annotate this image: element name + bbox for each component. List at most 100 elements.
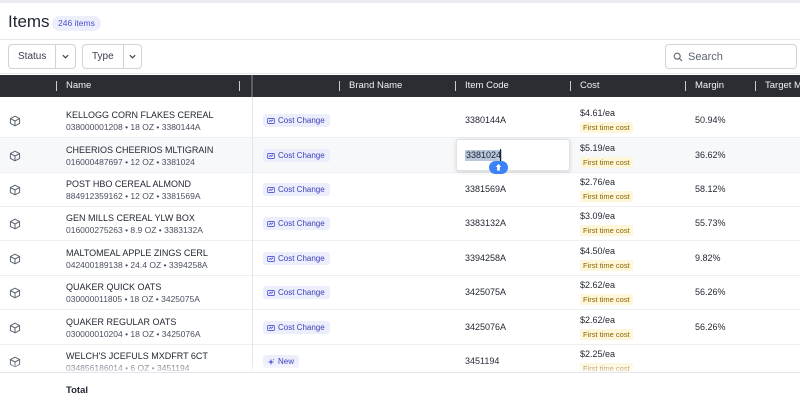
search-box[interactable] (665, 44, 797, 69)
margin-value: 9.82% (695, 253, 721, 263)
margin-value: 36.62% (695, 150, 726, 160)
column-separator[interactable] (239, 81, 240, 91)
item-code[interactable]: 3394258A (465, 253, 507, 263)
item-code[interactable]: 3381569A (465, 184, 507, 194)
pinned-columns-divider (252, 97, 253, 409)
table-row[interactable]: GEN MILLS CEREAL YLW BOX 016000275263 • 8… (0, 206, 800, 241)
cost-value: $5.19/ea (580, 143, 616, 153)
total-label: Total (66, 385, 88, 396)
first-time-cost-badge: First time cost (580, 191, 633, 202)
product-name: POST HBO CEREAL ALMOND (66, 179, 192, 189)
cost-change-tag: Cost Change (263, 114, 330, 127)
first-time-cost-badge: First time cost (580, 122, 633, 133)
drag-handle[interactable] (489, 161, 508, 174)
selected-text[interactable]: 3381024 (465, 150, 503, 161)
toolbar-divider (0, 73, 800, 74)
table-row[interactable]: POST HBO CEREAL ALMOND 884912359162 • 12 … (0, 172, 800, 207)
cost-value: $2.25/ea (580, 349, 616, 359)
product-meta: 038000001208 • 18 OZ • 3380144A (66, 122, 201, 132)
total-row: Total (0, 372, 800, 409)
package-icon (9, 149, 21, 162)
margin-value: 58.12% (695, 184, 726, 194)
product-name: KELLOGG CORN FLAKES CEREAL (66, 110, 214, 120)
package-icon (9, 286, 21, 299)
cost-change-tag: Cost Change (263, 252, 330, 265)
first-time-cost-badge: First time cost (580, 225, 633, 236)
tag-label: Cost Change (278, 323, 325, 332)
item-code[interactable]: 3383132A (465, 218, 507, 228)
cost-change-tag: Cost Change (263, 183, 330, 196)
status-filter-label: Status (18, 51, 47, 62)
package-icon (9, 114, 21, 127)
item-code[interactable]: 3425075A (465, 287, 507, 297)
column-separator[interactable] (455, 81, 456, 91)
column-separator[interactable] (339, 81, 340, 91)
search-input[interactable] (688, 50, 788, 63)
product-meta: 030000011805 • 18 OZ • 3425075A (66, 294, 200, 304)
tag-label: New (278, 355, 294, 368)
column-separator[interactable] (755, 81, 756, 91)
status-filter-dropdown[interactable]: Status (8, 44, 76, 69)
cost-change-tag: Cost Change (263, 286, 330, 299)
header-divider (0, 39, 800, 40)
column-separator[interactable] (685, 81, 686, 91)
product-name: QUAKER QUICK OATS (66, 282, 162, 292)
cost-value: $3.09/ea (580, 211, 616, 221)
type-filter-label: Type (92, 51, 114, 62)
cost-change-tag: Cost Change (263, 149, 330, 162)
package-icon (9, 321, 21, 334)
package-icon (9, 183, 21, 196)
item-code-edit-cell[interactable]: 3381024 (456, 139, 570, 171)
tag-label: Cost Change (278, 185, 325, 194)
column-header-cost[interactable]: Cost (580, 80, 600, 91)
margin-value: 50.94% (695, 115, 726, 125)
product-name: QUAKER REGULAR OATS (66, 317, 177, 327)
package-icon (9, 217, 21, 230)
column-header-margin[interactable]: Margin (695, 80, 725, 91)
column-header-name[interactable]: Name (66, 80, 92, 91)
margin-value: 55.73% (695, 218, 726, 228)
cost-value: $2.62/ea (580, 315, 616, 325)
first-time-cost-badge: First time cost (580, 260, 633, 271)
product-meta: 042400189138 • 24.4 OZ • 3394258A (66, 260, 208, 270)
cost-change-icon (267, 152, 278, 160)
product-meta: 016000487697 • 12 OZ • 3381024 (66, 157, 195, 167)
margin-value: 56.26% (695, 322, 726, 332)
product-meta: 016000275263 • 8.9 OZ • 3383132A (66, 225, 203, 235)
package-icon (9, 252, 21, 265)
sparkle-icon (267, 358, 278, 366)
drag-handle-icon (495, 163, 502, 171)
table-row[interactable]: MALTOMEAL APPLE ZINGS CERL 042400189138 •… (0, 241, 800, 276)
column-separator[interactable] (570, 81, 571, 91)
cost-change-icon (267, 186, 278, 194)
item-code[interactable]: 3451194 (465, 356, 500, 366)
tag-label: Cost Change (278, 254, 325, 263)
first-time-cost-badge: First time cost (580, 294, 633, 305)
first-time-cost-badge: First time cost (580, 329, 633, 340)
item-code[interactable]: 3425076A (465, 322, 507, 332)
window-top-border (0, 0, 800, 3)
item-code[interactable]: 3380144A (465, 115, 507, 125)
tag-label: Cost Change (278, 219, 325, 228)
chevron-down-icon[interactable] (122, 45, 141, 68)
column-header-item-code[interactable]: Item Code (465, 80, 509, 91)
margin-value: 56.26% (695, 287, 726, 297)
column-header-target-margin[interactable]: Target M... (765, 80, 800, 91)
chevron-down-icon[interactable] (55, 45, 75, 68)
first-time-cost-badge: First time cost (580, 157, 633, 168)
table-row[interactable]: KELLOGG CORN FLAKES CEREAL 038000001208 •… (0, 103, 800, 138)
cost-change-icon (267, 324, 278, 332)
tag-label: Cost Change (278, 116, 325, 125)
pinned-columns-divider (251, 75, 253, 97)
table-row[interactable]: QUAKER QUICK OATS 030000011805 • 18 OZ • … (0, 275, 800, 310)
item-count-badge: 246 items (52, 16, 101, 31)
table-row[interactable]: CHEERIOS CHEERIOS MLTIGRAIN 016000487697 … (0, 138, 800, 173)
column-separator[interactable] (56, 81, 57, 91)
column-header-brand-name[interactable]: Brand Name (349, 80, 403, 91)
type-filter-dropdown[interactable]: Type (82, 44, 142, 69)
page-title: Items (8, 12, 50, 31)
product-meta: 884912359162 • 12 OZ • 3381569A (66, 191, 201, 201)
scroll-fade (0, 362, 800, 374)
table-row[interactable]: QUAKER REGULAR OATS 030000010204 • 18 OZ … (0, 310, 800, 345)
page-header: Items 246 items (0, 3, 800, 40)
